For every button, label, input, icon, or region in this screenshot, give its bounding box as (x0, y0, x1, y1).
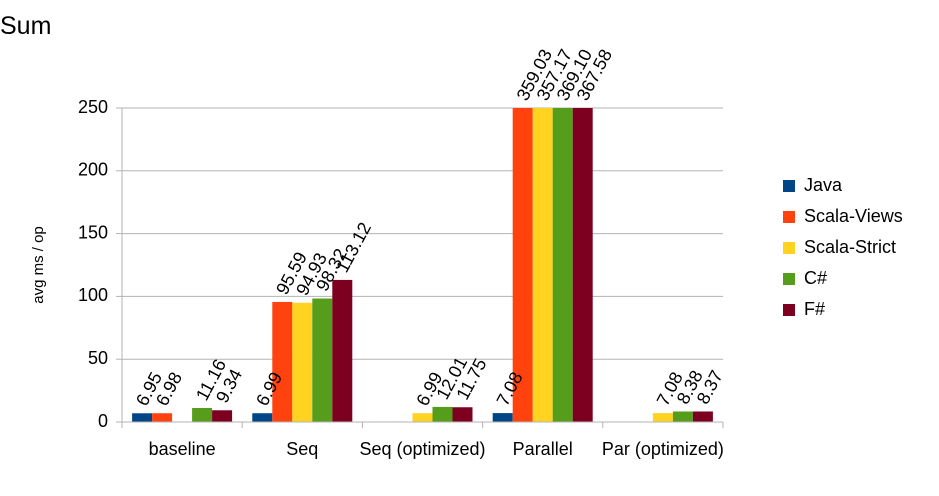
legend-swatch (783, 211, 795, 223)
bar (272, 301, 293, 422)
bar (452, 407, 473, 422)
bar (492, 413, 513, 422)
legend-label: C# (804, 268, 827, 288)
legend-swatch (783, 242, 795, 254)
y-axis-label: avg ms / op (30, 226, 47, 304)
bars (132, 108, 713, 423)
chart-title: Sum (0, 12, 51, 40)
legend-label: Java (804, 175, 843, 195)
y-tick-label: 200 (78, 160, 108, 180)
bar (312, 298, 333, 422)
bar (512, 108, 533, 423)
legend-label: Scala-Strict (804, 237, 896, 257)
legend-swatch (783, 180, 795, 192)
bar (692, 411, 713, 422)
y-tick-label: 0 (98, 411, 108, 431)
bar (572, 108, 593, 422)
bar (432, 406, 453, 422)
x-tick-label: baseline (149, 439, 216, 459)
bar (132, 413, 153, 422)
y-tick-label: 250 (78, 97, 108, 117)
y-tick-label: 50 (88, 348, 108, 368)
y-tick-label: 100 (78, 285, 108, 305)
y-tick-label: 150 (78, 222, 108, 242)
legend-label: Scala-Views (804, 206, 903, 226)
legend-swatch (783, 273, 795, 285)
x-tick-label: Seq (286, 439, 318, 459)
bar (552, 108, 573, 422)
x-tick-label: Seq (optimized) (359, 439, 485, 459)
legend-label: F# (804, 299, 825, 319)
bar (252, 413, 273, 422)
bar (192, 407, 213, 422)
bar (332, 279, 353, 422)
x-tick-label: Par (optimized) (602, 439, 724, 459)
legend-swatch (783, 304, 795, 316)
bar (212, 410, 233, 422)
bar (652, 413, 673, 422)
bar (532, 108, 553, 423)
bar (672, 411, 693, 422)
x-tick-label: Parallel (513, 439, 573, 459)
bar (412, 413, 433, 422)
bar (152, 413, 173, 422)
value-label: 113.12 (332, 219, 375, 276)
bar (292, 302, 313, 422)
